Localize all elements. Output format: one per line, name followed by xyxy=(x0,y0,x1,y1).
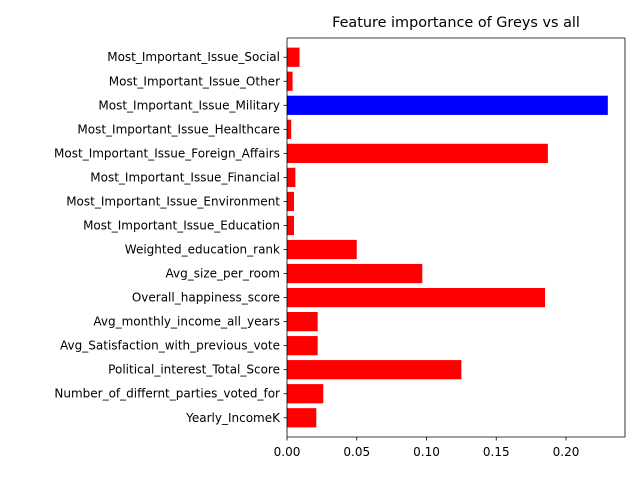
y-tick-label: Most_Important_Issue_Education xyxy=(83,218,280,232)
y-tick-label: Most_Important_Issue_Financial xyxy=(90,170,280,184)
y-tick-label: Avg_monthly_income_all_years xyxy=(93,315,280,329)
chart-title: Feature importance of Greys vs all xyxy=(332,15,580,31)
bar-avg-satisfaction-with-previous-vote xyxy=(287,336,318,356)
y-tick-label: Most_Important_Issue_Environment xyxy=(66,194,280,208)
y-tick-label: Weighted_education_rank xyxy=(125,243,280,257)
y-ticks-group: Yearly_IncomeK Number_of_differnt_parties… xyxy=(54,50,287,425)
bar-most-important-issue-environment xyxy=(287,191,294,212)
x-tick-label: 0.05 xyxy=(343,445,370,459)
y-tick-label: Most_Important_Issue_Healthcare xyxy=(77,122,280,136)
bar-yearly-incomek xyxy=(287,408,317,428)
axes-group xyxy=(286,37,626,438)
bar-avg-size-per-room xyxy=(287,263,423,284)
y-tick-label: Overall_happiness_score xyxy=(132,291,280,305)
bar-avg-monthly-income-all-years xyxy=(287,312,318,332)
bar-most-important-issue-other xyxy=(287,71,293,91)
bar-most-important-issue-financial xyxy=(287,167,296,188)
y-tick-label: Most_Important_Issue_Military xyxy=(98,98,280,112)
bar-weighted-education-rank xyxy=(287,239,357,260)
bar-most-important-issue-foreign-affairs xyxy=(287,143,548,163)
bar-most-important-issue-healthcare xyxy=(287,119,292,139)
y-tick-label: Most_Important_Issue_Social xyxy=(107,50,280,64)
bar-political-interest-total-score xyxy=(287,360,462,380)
bar-most-important-issue-social xyxy=(287,47,300,67)
bar-most-important-issue-military xyxy=(287,95,608,115)
bars-group xyxy=(287,47,608,428)
y-tick-label: Avg_size_per_room xyxy=(166,267,280,281)
x-ticks-group: 0.00 0.05 0.10 0.15 0.20 xyxy=(274,437,580,459)
y-tick-label: Avg_Satisfaction_with_previous_vote xyxy=(60,339,280,353)
x-tick-label: 0.10 xyxy=(413,445,440,459)
bar-overall-happiness-score xyxy=(287,287,546,308)
x-tick-label: 0.15 xyxy=(483,445,510,459)
y-tick-label: Political_interest_Total_Score xyxy=(108,363,280,377)
y-tick-label: Most_Important_Issue_Other xyxy=(109,74,280,88)
x-tick-label: 0.20 xyxy=(553,445,580,459)
y-tick-label: Number_of_differnt_parties_voted_for xyxy=(54,387,280,401)
bar-number-of-differnt-parties-voted-for xyxy=(287,384,324,404)
x-tick-label: 0.00 xyxy=(274,445,301,459)
y-tick-label: Yearly_IncomeK xyxy=(185,411,281,425)
bar-most-important-issue-education xyxy=(287,215,294,236)
y-tick-label: Most_Important_Issue_Foreign_Affairs xyxy=(54,146,280,160)
